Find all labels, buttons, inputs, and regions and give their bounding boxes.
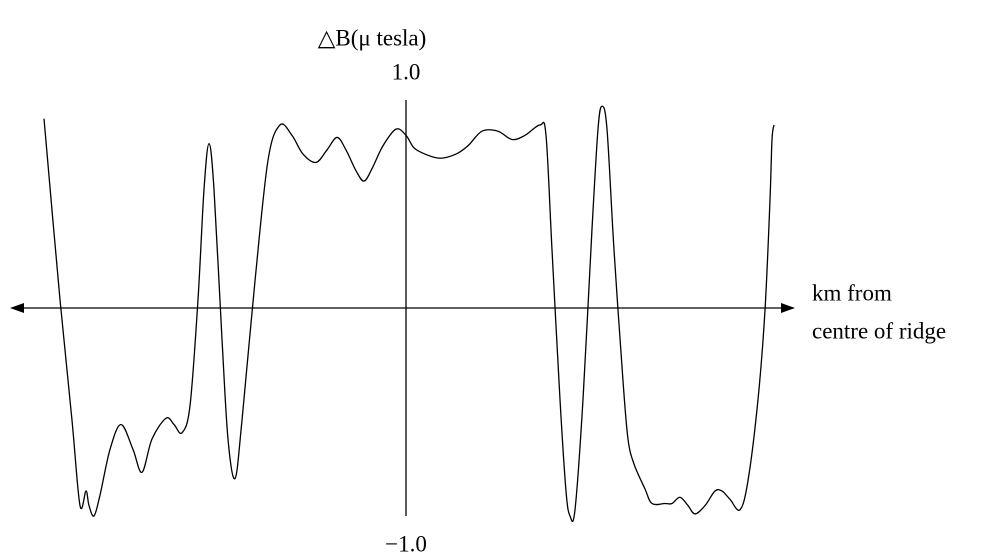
x-axis-arrow xyxy=(10,303,24,313)
data-line xyxy=(43,105,775,522)
chart-title: △B(μ tesla) xyxy=(318,25,427,50)
x-axis-label: km from xyxy=(812,280,892,305)
y-tick-label: 1.0 xyxy=(392,59,421,84)
y-tick-label: −1.0 xyxy=(385,531,427,556)
x-axis-label: centre of ridge xyxy=(812,318,946,343)
x-axis-arrow xyxy=(781,303,795,313)
